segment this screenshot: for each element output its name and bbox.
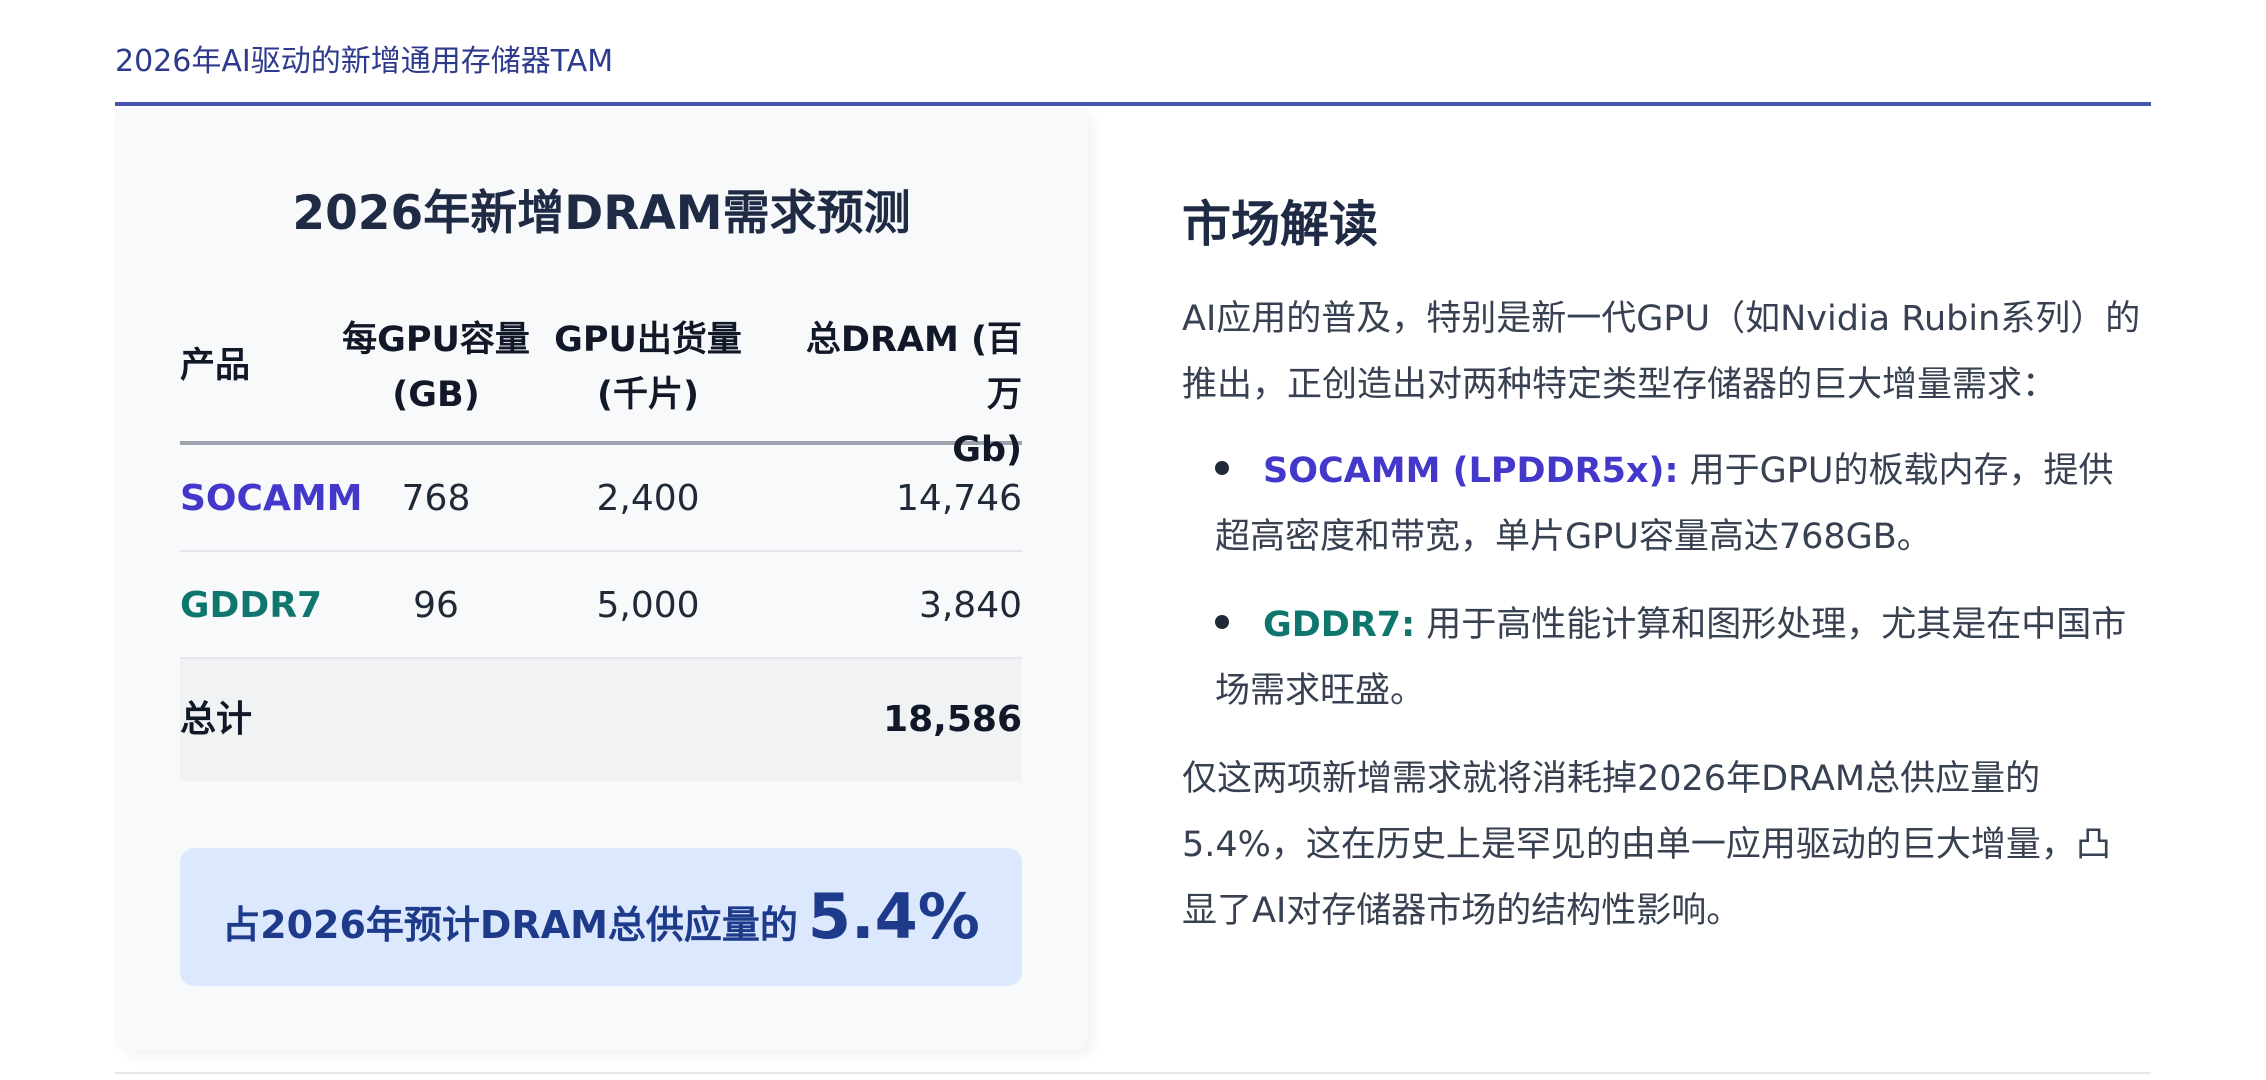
column-header-total-label: 总DRAM (百万 <box>805 320 1022 415</box>
column-header-capacity-label: 每GPU容量 <box>342 320 530 360</box>
intro-paragraph: AI应用的普及，特别是新一代GPU（如Nvidia Rubin系列）的推出，正创… <box>1182 299 2141 405</box>
column-header-shipments: GPU出货量 (千片) <box>542 313 754 423</box>
cell-shipments: 2,400 <box>596 478 700 519</box>
bullet-dot-icon <box>1215 615 1229 629</box>
cell-total: 14,746 <box>896 478 1022 519</box>
column-header-capacity: 每GPU容量 (GB) <box>330 313 542 423</box>
bottom-divider <box>115 1072 2151 1074</box>
dram-forecast-card: 2026年新增DRAM需求预测 产品 每GPU容量 (GB) GPU出货量 (千… <box>115 108 1088 1050</box>
card-title: 2026年新增DRAM需求预测 <box>292 186 911 241</box>
cell-product: GDDR7 <box>180 585 323 626</box>
cell-shipments: 5,000 <box>596 585 700 626</box>
column-header-shipments-label: GPU出货量 <box>554 320 742 360</box>
bullet-text: 用于高性能计算和图形处理，尤其是在中国市场需求旺盛。 <box>1215 605 2127 711</box>
cell-total: 3,840 <box>918 585 1022 626</box>
cell-capacity: 768 <box>401 478 471 519</box>
page-header: 2026年AI驱动的新增通用存储器TAM <box>115 40 2151 106</box>
column-header-shipments-unit: (千片) <box>597 375 699 415</box>
supply-share-callout: 占2026年预计DRAM总供应量的 5.4% <box>180 848 1022 986</box>
column-header-product: 产品 <box>180 346 251 386</box>
list-item-socamm: SOCAMM (LPDDR5x): 用于GPU的板载内存，提供超高密度和带宽，单… <box>1182 438 2142 570</box>
bullet-dot-icon <box>1215 461 1229 475</box>
table-row-gddr7: GDDR7 96 5,000 3,840 <box>180 552 1022 659</box>
conclusion-paragraph: 仅这两项新增需求就将消耗掉2026年DRAM总供应量的5.4%，这在历史上是罕见… <box>1182 759 2111 931</box>
column-header-capacity-unit: (GB) <box>392 375 480 415</box>
callout-label: 占2026年预计DRAM总供应量的 <box>222 903 798 947</box>
column-header-total: 总DRAM (百万 Gb) <box>772 313 1022 478</box>
market-interpretation: 市场解读 AI应用的普及，特别是新一代GPU（如Nvidia Rubin系列）的… <box>1182 190 2142 944</box>
bullet-term: SOCAMM (LPDDR5x): <box>1263 451 1679 491</box>
table-header: 产品 每GPU容量 (GB) GPU出货量 (千片) 总DRAM (百万 Gb) <box>180 303 1022 470</box>
table-row-total: 总计 18,586 <box>180 659 1022 781</box>
table-row-socamm: SOCAMM 768 2,400 14,746 <box>180 445 1022 552</box>
cell-product: SOCAMM <box>180 478 363 519</box>
memory-type-list: SOCAMM (LPDDR5x): 用于GPU的板载内存，提供超高密度和带宽，单… <box>1182 438 2142 724</box>
section-heading: 市场解读 <box>1182 196 1379 253</box>
callout-value: 5.4% <box>807 880 980 953</box>
dram-demand-table: 产品 每GPU容量 (GB) GPU出货量 (千片) 总DRAM (百万 Gb)… <box>180 303 1022 781</box>
cell-total-label: 总计 <box>180 699 253 740</box>
cell-capacity: 96 <box>413 585 459 626</box>
cell-total-value: 18,586 <box>883 699 1022 740</box>
bullet-term: GDDR7: <box>1263 605 1416 645</box>
page-title: 2026年AI驱动的新增通用存储器TAM <box>115 44 614 79</box>
bullet-text: 用于GPU的板载内存，提供超高密度和带宽，单片GPU容量高达768GB。 <box>1215 451 2114 557</box>
column-header-total-unit: Gb) <box>952 430 1022 470</box>
callout-text: 占2026年预计DRAM总供应量的 5.4% <box>222 848 980 994</box>
list-item-gddr7: GDDR7: 用于高性能计算和图形处理，尤其是在中国市场需求旺盛。 <box>1182 592 2142 724</box>
